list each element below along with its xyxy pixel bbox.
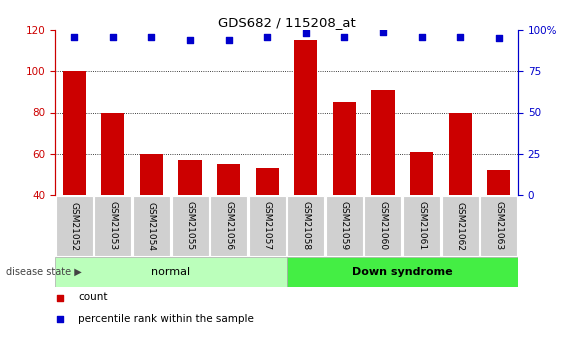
Bar: [441, 196, 479, 256]
Text: disease state ▶: disease state ▶: [6, 267, 82, 277]
Point: [55, 295, 64, 300]
Bar: [249, 196, 286, 256]
Text: GSM21054: GSM21054: [147, 201, 156, 250]
Bar: [480, 196, 517, 256]
Text: GSM21053: GSM21053: [108, 201, 117, 250]
Bar: [62, 71, 86, 195]
Point: [263, 34, 272, 39]
Bar: [217, 164, 240, 195]
Bar: [333, 102, 356, 195]
Text: percentile rank within the sample: percentile rank within the sample: [78, 314, 254, 324]
Bar: [56, 196, 93, 256]
Point: [378, 29, 387, 34]
Bar: [101, 112, 124, 195]
Text: normal: normal: [151, 267, 190, 277]
Point: [147, 34, 156, 39]
Point: [340, 34, 349, 39]
Bar: [140, 154, 163, 195]
Bar: [372, 90, 395, 195]
Point: [186, 37, 195, 43]
Point: [494, 36, 503, 41]
Point: [70, 34, 79, 39]
Bar: [403, 196, 440, 256]
Bar: [172, 196, 208, 256]
Bar: [294, 40, 318, 195]
Bar: [95, 196, 131, 256]
Bar: [287, 196, 324, 256]
Bar: [364, 196, 401, 256]
Point: [55, 316, 64, 321]
Text: GSM21060: GSM21060: [378, 201, 387, 250]
Text: GSM21055: GSM21055: [186, 201, 195, 250]
Title: GDS682 / 115208_at: GDS682 / 115208_at: [218, 16, 355, 29]
Bar: [55, 257, 287, 287]
Point: [417, 34, 426, 39]
Text: GSM21058: GSM21058: [301, 201, 310, 250]
Text: GSM21063: GSM21063: [494, 201, 503, 250]
Bar: [133, 196, 170, 256]
Text: GSM21056: GSM21056: [224, 201, 233, 250]
Text: count: count: [78, 293, 108, 303]
Text: GSM21052: GSM21052: [70, 201, 79, 250]
Bar: [210, 196, 247, 256]
Bar: [256, 168, 279, 195]
Text: GSM21057: GSM21057: [263, 201, 272, 250]
Bar: [178, 160, 202, 195]
Text: Down syndrome: Down syndrome: [352, 267, 453, 277]
Bar: [410, 152, 433, 195]
Text: GSM21061: GSM21061: [417, 201, 426, 250]
Bar: [487, 170, 510, 195]
Text: GSM21059: GSM21059: [340, 201, 349, 250]
Bar: [287, 257, 518, 287]
Point: [301, 31, 310, 36]
Bar: [449, 112, 472, 195]
Point: [224, 37, 233, 43]
Bar: [326, 196, 363, 256]
Point: [455, 34, 464, 39]
Text: GSM21062: GSM21062: [455, 201, 464, 250]
Point: [108, 34, 117, 39]
